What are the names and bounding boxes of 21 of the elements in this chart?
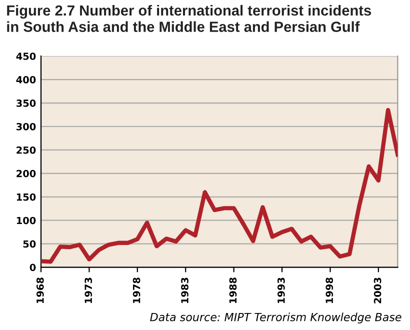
x-tick-label: 1978 xyxy=(132,278,140,303)
x-tick-label: 1998 xyxy=(326,278,334,303)
source-note: Data source: MIPT Terrorism Knowledge Base xyxy=(150,312,402,324)
x-tick-label: 2003 xyxy=(374,278,382,304)
x-tick-label: 1993 xyxy=(277,278,285,303)
y-tick-label: 350 xyxy=(16,100,36,107)
y-tick-label: 450 xyxy=(16,52,36,60)
y-tick-label: 50 xyxy=(23,240,36,248)
x-tick-label: 1983 xyxy=(181,278,188,303)
y-tick-label: 0 xyxy=(30,264,36,272)
y-tick-label: 300 xyxy=(16,122,36,130)
x-tick-label: 1988 xyxy=(229,278,237,303)
y-tick-label: 400 xyxy=(16,76,36,84)
y-tick-label: 150 xyxy=(16,193,36,201)
y-tick-label: 250 xyxy=(16,146,36,154)
line-series xyxy=(41,108,398,264)
x-tick-label: 1973 xyxy=(84,278,92,303)
y-tick-label: 100 xyxy=(16,216,36,224)
y-tick-label: 200 xyxy=(16,170,36,178)
x-tick-label: 1968 xyxy=(36,278,44,303)
chart-title: Figure 2.7 Number of international terrorist incidents in South Asia and the Middle East and Persian Gulf xyxy=(7,4,372,32)
